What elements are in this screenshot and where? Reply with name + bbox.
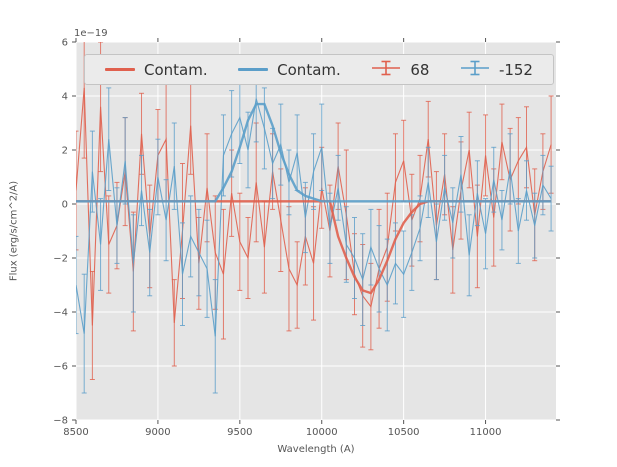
legend-line-swatch-red xyxy=(105,68,135,71)
y-tick-label: −8 xyxy=(53,416,68,427)
y-tick-label: 2 xyxy=(62,146,68,157)
legend-item-contam-blue: Contam. xyxy=(238,61,341,79)
y-tick-label: −2 xyxy=(53,254,68,265)
legend-item-contam-red: Contam. xyxy=(105,61,208,79)
legend-item-68: 68 xyxy=(371,59,429,81)
y-tick-label: 6 xyxy=(62,38,68,49)
x-tick-label: 8500 xyxy=(63,427,88,438)
legend-label: Contam. xyxy=(277,60,341,79)
x-axis-label: Wavelength (A) xyxy=(277,444,355,455)
legend-label: 68 xyxy=(410,60,430,79)
legend-item-minus152: -152 xyxy=(460,59,533,81)
tick-marks xyxy=(72,38,560,424)
data-line xyxy=(76,87,552,326)
legend-errorbar-swatch-red xyxy=(371,59,401,81)
plot-background xyxy=(76,42,556,420)
tick-labels: 8500 9000 9500 10000 10500 11000 −8 −6 −4 −2 0 2 4 6 xyxy=(53,38,501,439)
legend-label: Contam. xyxy=(144,60,208,79)
legend: Contam. Contam. 68 -152 xyxy=(84,54,554,85)
x-tick-label: 9500 xyxy=(227,427,252,438)
legend-errorbar-glyph xyxy=(460,60,489,75)
legend-errorbar-swatch-blue xyxy=(460,59,490,81)
legend-label: -152 xyxy=(498,60,533,79)
legend-line-swatch-blue xyxy=(238,68,269,71)
y-tick-label: −4 xyxy=(53,308,68,319)
y-tick-label: 0 xyxy=(62,200,68,211)
y-axis-offset-text: 1e−19 xyxy=(74,28,108,39)
series-contam-blue xyxy=(76,102,552,203)
legend-line-glyph xyxy=(105,68,135,71)
x-tick-label: 10000 xyxy=(306,427,338,438)
x-tick-label: 11000 xyxy=(470,427,502,438)
y-axis-label: Flux (erg/s/cm^2/A) xyxy=(8,180,20,282)
x-tick-label: 9000 xyxy=(145,427,170,438)
y-tick-label: −6 xyxy=(53,362,68,373)
legend-line-glyph xyxy=(238,68,269,71)
x-tick-label: 10500 xyxy=(388,427,420,438)
y-tick-label: 4 xyxy=(62,92,68,103)
legend-errorbar-glyph xyxy=(372,60,401,75)
plot-content xyxy=(76,42,554,394)
